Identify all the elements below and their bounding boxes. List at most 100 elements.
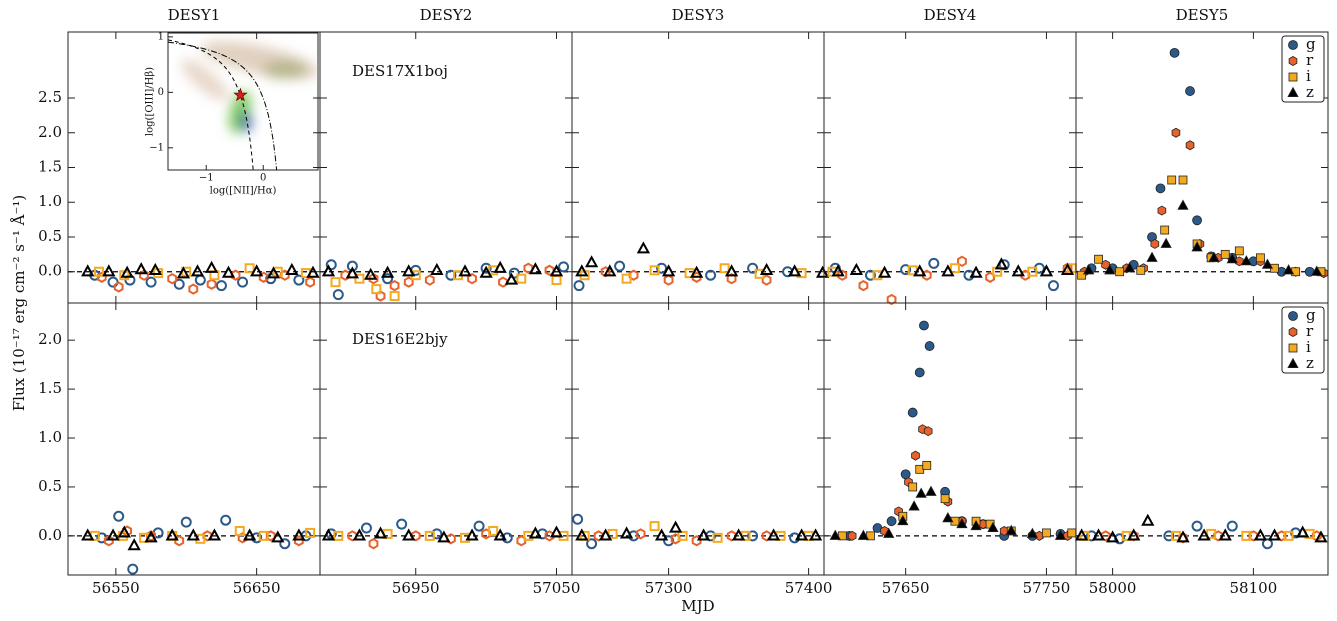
data-point (368, 273, 379, 285)
x-tick-label: 57050 (533, 579, 581, 597)
y-tick-label: 1.0 (38, 192, 62, 210)
x-tick-label: 57300 (645, 579, 693, 597)
data-point (242, 528, 257, 541)
data-point (204, 260, 219, 273)
data-point (747, 262, 759, 274)
data-point (410, 530, 421, 542)
data-point (1261, 538, 1273, 550)
legend-marker (1287, 86, 1299, 97)
data-point (1083, 264, 1095, 275)
data-point (165, 528, 179, 541)
column-title: DESY1 (168, 6, 221, 24)
data-point (306, 265, 320, 278)
data-point (523, 262, 534, 274)
data-point (285, 262, 299, 275)
data-point (1074, 528, 1089, 541)
data-point (1191, 241, 1203, 252)
data-point (516, 273, 527, 284)
data-point (603, 264, 617, 277)
legend-marker (1288, 327, 1298, 337)
data-point (1241, 530, 1252, 541)
data-point (1192, 215, 1202, 226)
data-point (458, 264, 472, 277)
annotation: DES17X1boj (352, 62, 448, 80)
data-point (373, 526, 388, 539)
data-point (81, 528, 95, 541)
y-axis-label: Flux (10⁻¹⁷ erg cm⁻² s⁻¹ Å⁻¹) (10, 195, 28, 412)
data-point (364, 267, 378, 280)
y-tick-label: 1.0 (38, 428, 62, 446)
data-point (908, 482, 918, 492)
data-point (1067, 528, 1077, 538)
data-point (794, 528, 809, 541)
data-point (900, 264, 912, 276)
data-point (1226, 520, 1238, 532)
data-point (1234, 246, 1244, 256)
x-tick-label: 57750 (1023, 579, 1071, 597)
data-point (1011, 264, 1025, 277)
column-title: DESY5 (1176, 6, 1229, 24)
data-point (371, 284, 382, 295)
data-point (292, 528, 306, 541)
data-point (907, 407, 918, 418)
data-point (120, 265, 134, 278)
y-tick-label: 0.0 (38, 526, 62, 544)
data-point (93, 266, 104, 277)
column-title: DESY3 (672, 6, 725, 24)
data-point (719, 263, 730, 274)
data-point (1157, 205, 1167, 216)
data-point (1291, 267, 1301, 277)
data-point (207, 528, 222, 541)
legend-marker (1287, 357, 1299, 369)
data-point (636, 241, 651, 254)
data-point (117, 525, 131, 538)
data-point (148, 262, 162, 275)
data-point (970, 519, 982, 531)
data-point (761, 530, 772, 542)
data-point (759, 262, 774, 275)
data-point (305, 276, 316, 288)
legend-marker (1288, 343, 1298, 353)
data-point (808, 528, 823, 541)
data-point (1226, 252, 1238, 264)
data-point (573, 280, 585, 292)
data-point (305, 527, 316, 538)
data-point (858, 279, 869, 292)
data-point (621, 273, 632, 284)
demarcation-line (168, 41, 278, 170)
x-tick-label: 58000 (1089, 579, 1137, 597)
data-point (346, 260, 358, 272)
data-point (102, 264, 116, 277)
data-point (333, 530, 344, 541)
data-point (1094, 254, 1103, 264)
data-point (528, 526, 543, 539)
x-tick-label: 57400 (785, 579, 833, 597)
inset-x-label: log([NII]/Hα) (210, 186, 277, 197)
x-tick-label: 57650 (882, 579, 930, 597)
data-point (575, 264, 589, 277)
data-point (1127, 528, 1141, 541)
data-point (467, 273, 477, 285)
data-point (897, 514, 909, 526)
annotation: DES16E2bjy (352, 330, 448, 348)
y-tick-label: 2.0 (38, 330, 62, 348)
data-point (1026, 527, 1038, 538)
data-point (994, 257, 1009, 270)
data-point (789, 532, 801, 544)
data-point (347, 530, 358, 542)
data-point (940, 494, 950, 504)
data-point (705, 269, 717, 281)
data-point (915, 487, 927, 498)
data-point (1208, 251, 1220, 262)
data-point (1054, 529, 1067, 540)
data-point (402, 264, 416, 277)
data-point (1253, 528, 1268, 541)
legend-box (1281, 35, 1325, 103)
y-tick-label: 2.5 (38, 88, 62, 106)
data-point (1136, 265, 1146, 275)
data-point (572, 513, 584, 525)
legend-label: g (1306, 306, 1316, 324)
data-point (677, 530, 688, 541)
y-tick-label: 1.5 (38, 158, 62, 176)
data-point (1146, 251, 1158, 262)
